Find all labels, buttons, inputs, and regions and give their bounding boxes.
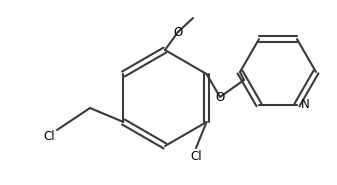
Text: N: N (301, 98, 310, 111)
Text: Cl: Cl (43, 130, 55, 144)
Text: O: O (215, 90, 225, 103)
Text: O: O (173, 26, 183, 38)
Text: Cl: Cl (190, 149, 202, 162)
